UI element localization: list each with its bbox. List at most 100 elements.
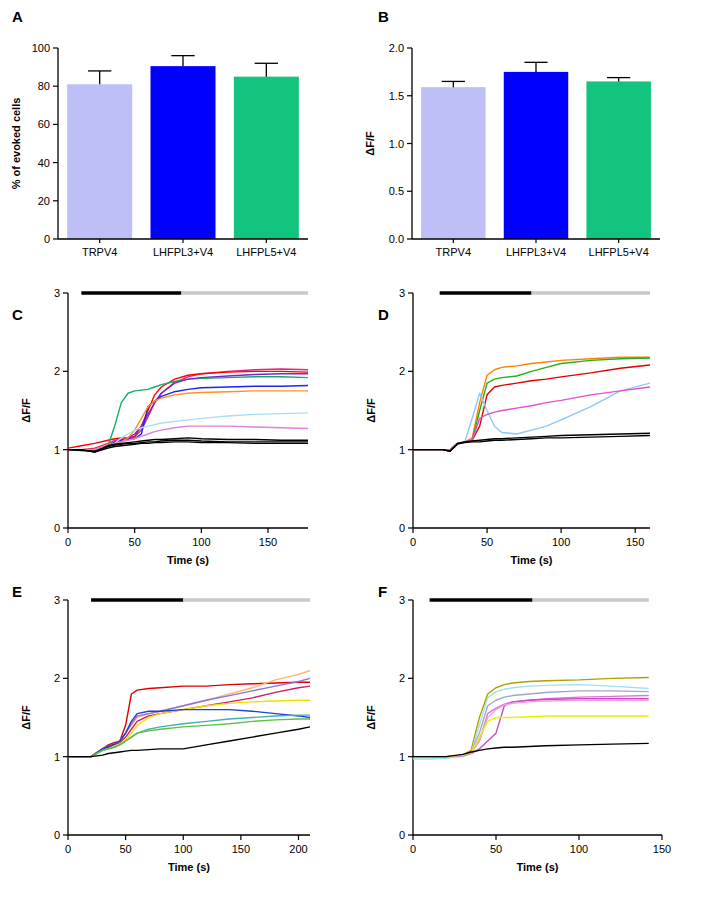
y-tick — [407, 238, 412, 239]
error-bar-cap — [88, 70, 111, 71]
x-tick-label: LHFPL3+V4 — [506, 246, 566, 258]
bars — [67, 66, 299, 239]
trace — [68, 671, 310, 757]
y-tick — [53, 124, 58, 125]
stimulus-bar — [440, 291, 532, 295]
y-tick-label: 2.0 — [389, 42, 404, 54]
x-axis-label: Time (s) — [517, 861, 559, 873]
trace — [68, 710, 310, 757]
y-tick-label: 1 — [399, 751, 405, 763]
y-tick-label: 80 — [38, 80, 50, 92]
y-tick — [408, 834, 413, 835]
trace — [68, 413, 308, 450]
error-bar-stem — [453, 81, 454, 87]
trace — [68, 678, 310, 756]
error-bar-stem — [535, 62, 536, 72]
trace — [68, 686, 310, 757]
x-tick-label: 50 — [490, 843, 502, 855]
panel-label: A — [12, 8, 23, 25]
y-tick-label: 0 — [54, 522, 60, 534]
y-axis-label: ΔF/F — [20, 705, 32, 730]
y-tick-label: 0 — [399, 829, 405, 841]
trace — [413, 700, 649, 756]
trace — [413, 696, 649, 757]
x-tick-label: 100 — [192, 536, 210, 548]
error-bar-cap — [524, 62, 547, 63]
x-tick-label: 50 — [481, 536, 493, 548]
y-tick — [408, 678, 413, 679]
y-tick-label: 3 — [399, 287, 405, 299]
stimulus-bar — [81, 291, 181, 295]
trace — [68, 727, 310, 757]
y-tick — [53, 47, 58, 48]
bars — [421, 72, 651, 239]
x-tick-label: 0 — [65, 843, 71, 855]
error-bar-cap — [442, 81, 465, 82]
panel-label: B — [378, 8, 389, 25]
x-tick — [99, 239, 100, 243]
error-bar-cap — [171, 55, 194, 56]
y-tick-label: 1 — [399, 444, 405, 456]
trace — [68, 682, 310, 756]
y-tick-label: 100 — [32, 42, 50, 54]
y-tick — [53, 86, 58, 87]
trace — [413, 716, 649, 757]
x-tick-label: LHFPL3+V4 — [153, 246, 213, 258]
y-tick-label: 60 — [38, 118, 50, 130]
plot-area — [413, 293, 650, 451]
y-tick — [53, 200, 58, 201]
x-tick-label: TRPV4 — [82, 246, 117, 258]
x-tick-label: 50 — [129, 536, 141, 548]
y-tick — [407, 95, 412, 96]
x-tick — [134, 528, 135, 533]
x-axis-label: Time (s) — [511, 554, 553, 566]
trace — [68, 442, 308, 452]
y-tick — [53, 162, 58, 163]
y-tick-label: 1 — [54, 444, 60, 456]
bar — [67, 84, 132, 239]
y-tick-label: 3 — [399, 594, 405, 606]
x-tick-label: 200 — [289, 843, 307, 855]
y-tick-label: 1.5 — [389, 90, 404, 102]
y-axis-label: % of evoked cells — [10, 98, 22, 190]
trace — [68, 715, 310, 757]
y-axis-line — [412, 293, 413, 528]
y-tick — [407, 143, 412, 144]
x-tick — [578, 835, 579, 840]
x-tick — [535, 239, 536, 243]
x-axis-line — [68, 527, 308, 528]
y-tick — [408, 449, 413, 450]
stimulus-bar — [181, 291, 308, 295]
x-tick — [486, 528, 487, 533]
y-axis-line — [57, 48, 58, 239]
y-tick-label: 3 — [54, 594, 60, 606]
y-tick-label: 0.5 — [389, 185, 404, 197]
y-tick-label: 0 — [44, 233, 50, 245]
x-tick — [67, 835, 68, 840]
stimulus-bar — [533, 598, 649, 602]
x-tick-label: LHFPL5+V4 — [589, 246, 649, 258]
x-axis-label: Time (s) — [167, 554, 209, 566]
y-tick — [407, 47, 412, 48]
trace — [68, 700, 310, 756]
bar — [421, 87, 485, 239]
x-tick-label: LHFPL5+V4 — [236, 246, 296, 258]
trace — [68, 440, 308, 451]
panel-label: D — [378, 306, 389, 323]
trace — [413, 678, 649, 757]
panel-label: C — [12, 306, 23, 323]
trace — [413, 691, 649, 757]
x-tick — [266, 239, 267, 243]
y-tick-label: 1 — [54, 751, 60, 763]
x-tick — [412, 528, 413, 533]
stimulus-bar — [91, 598, 183, 602]
error-bar — [442, 81, 465, 87]
y-tick — [63, 527, 68, 528]
trace — [413, 387, 650, 450]
stimulus-bar — [430, 598, 533, 602]
x-tick-label: 150 — [232, 843, 250, 855]
x-tick — [635, 528, 636, 533]
trace — [413, 436, 650, 452]
x-axis-line — [68, 834, 310, 835]
panel-label: E — [12, 583, 22, 600]
